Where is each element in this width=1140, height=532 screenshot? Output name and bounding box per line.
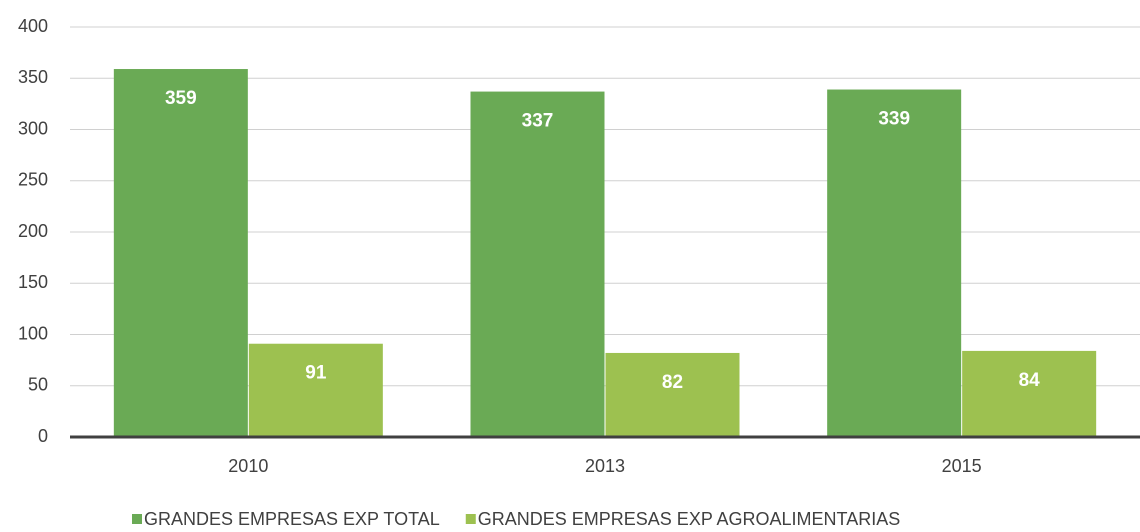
legend-swatch bbox=[465, 514, 476, 524]
y-tick-label: 250 bbox=[18, 170, 48, 190]
value-label: 359 bbox=[165, 88, 197, 109]
legend-label: GRANDES EMPRESAS EXP AGROALIMENTARIAS bbox=[478, 509, 900, 529]
y-tick-label: 100 bbox=[18, 323, 48, 343]
bar bbox=[470, 91, 605, 437]
legend-swatch bbox=[132, 514, 142, 524]
y-tick-label: 50 bbox=[28, 375, 48, 395]
y-tick-label: 300 bbox=[18, 118, 48, 138]
value-label: 84 bbox=[1019, 370, 1041, 391]
y-tick-label: 0 bbox=[38, 426, 48, 446]
value-label: 337 bbox=[522, 111, 554, 132]
y-tick-label: 350 bbox=[18, 67, 48, 87]
x-tick-label: 2010 bbox=[228, 456, 268, 476]
value-label: 91 bbox=[305, 363, 327, 384]
bar bbox=[827, 89, 962, 438]
bar bbox=[605, 352, 740, 437]
y-tick-label: 400 bbox=[18, 16, 48, 36]
x-tick-label: 2013 bbox=[585, 456, 625, 476]
y-tick-label: 200 bbox=[18, 221, 48, 241]
bar bbox=[248, 343, 383, 437]
value-label: 339 bbox=[878, 109, 910, 130]
legend-label: GRANDES EMPRESAS EXP TOTAL bbox=[144, 509, 440, 529]
bar bbox=[113, 69, 248, 438]
value-label: 82 bbox=[662, 372, 683, 393]
x-tick-label: 2015 bbox=[942, 456, 982, 476]
y-tick-label: 150 bbox=[18, 272, 48, 292]
bar bbox=[962, 350, 1097, 437]
